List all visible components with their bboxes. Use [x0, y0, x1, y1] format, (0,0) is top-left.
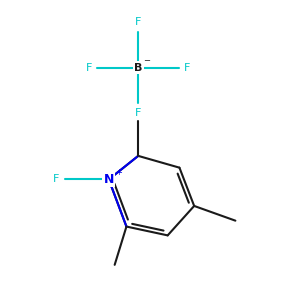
Text: F: F [86, 63, 93, 73]
Text: +: + [116, 168, 122, 177]
Text: −: − [144, 56, 151, 65]
Text: F: F [135, 17, 141, 27]
Text: F: F [184, 63, 190, 73]
Text: B: B [134, 63, 142, 73]
Text: F: F [53, 174, 59, 184]
Text: F: F [135, 108, 141, 118]
Text: N: N [103, 173, 114, 186]
